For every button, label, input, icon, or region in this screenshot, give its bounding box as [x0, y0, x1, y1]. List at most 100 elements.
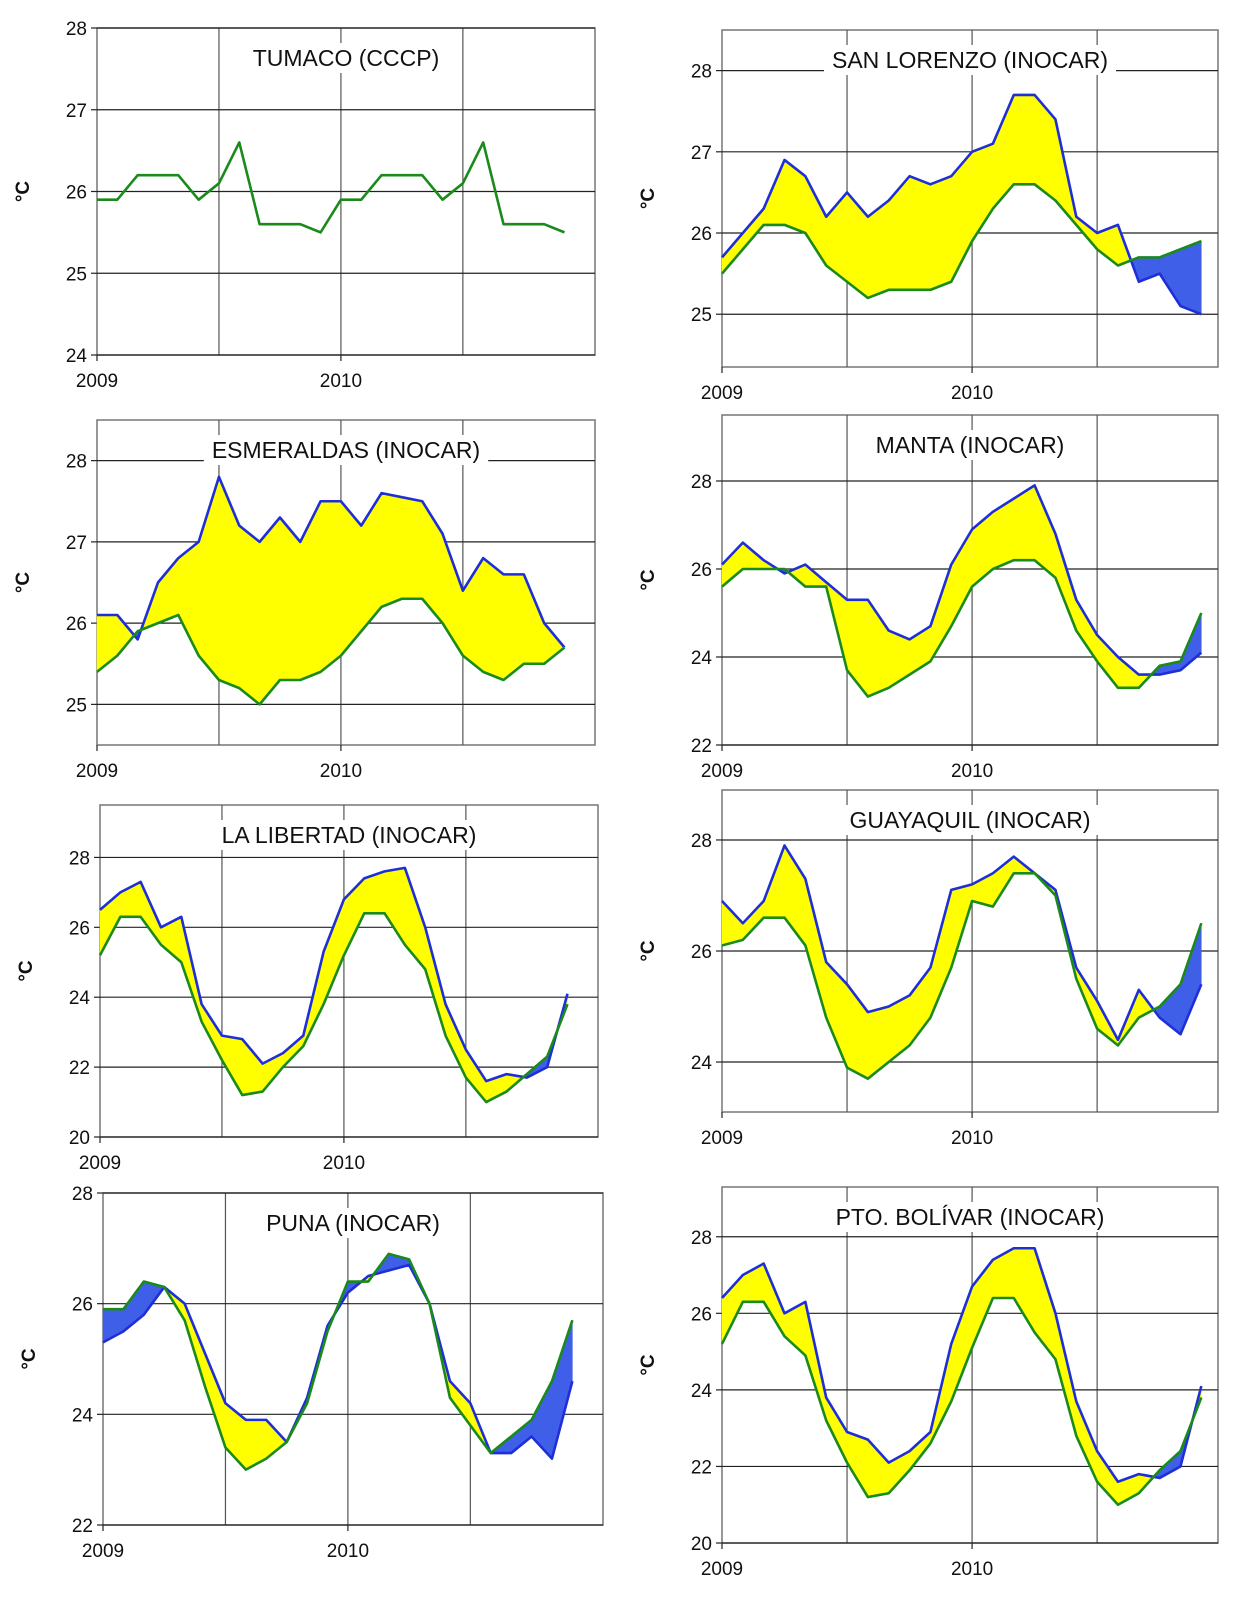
- title-background: [203, 435, 489, 465]
- x-tick-label: 2009: [701, 1128, 743, 1149]
- y-tick-label: 28: [66, 452, 87, 473]
- chart-title: PUNA (INOCAR): [266, 1210, 440, 1236]
- series-line: [99, 866, 569, 1083]
- y-tick-label: 22: [691, 736, 712, 757]
- chart-title: MANTA (INOCAR): [876, 432, 1065, 458]
- y-axis-label: °C: [16, 960, 37, 982]
- y-tick-label: 24: [691, 1053, 713, 1074]
- difference-fill: [279, 516, 301, 681]
- difference-fill: [503, 574, 525, 681]
- panel: 22 24 26 28 °C 2009 2010 MANTA (INOCAR): [638, 414, 1219, 782]
- series-line: [721, 844, 1203, 1042]
- x-tick-label: 2010: [951, 1559, 993, 1580]
- plot-area: [99, 804, 599, 1138]
- chart-title: SAN LORENZO (INOCAR): [832, 47, 1108, 73]
- chart-title: TUMACO (CCCP): [253, 45, 440, 71]
- series-line: [721, 1246, 1203, 1484]
- title-background: [827, 1202, 1113, 1232]
- x-tick-label: 2009: [701, 761, 743, 782]
- difference-fill: [482, 557, 504, 681]
- y-tick-label: 26: [691, 1304, 712, 1325]
- panel: 22 24 26 28 °C 2009 2010 PUNA (INOCAR): [19, 1184, 604, 1562]
- title-background: [823, 45, 1117, 75]
- difference-fill: [239, 525, 260, 705]
- y-tick-label: 28: [691, 62, 712, 83]
- series-line: [721, 484, 1203, 676]
- series-line: [98, 912, 569, 1104]
- y-axis-label: °C: [638, 1354, 659, 1376]
- chart-title: LA LIBERTAD (INOCAR): [222, 822, 477, 848]
- y-tick-label: 27: [691, 143, 712, 164]
- series-line: [96, 597, 566, 706]
- difference-fill: [1013, 94, 1035, 185]
- x-tick-label: 2010: [951, 383, 993, 404]
- y-tick-label: 24: [691, 1381, 713, 1402]
- y-tick-label: 25: [66, 695, 87, 716]
- title-background: [841, 805, 1099, 835]
- series-line: [97, 141, 565, 234]
- y-tick-label: 24: [69, 988, 91, 1009]
- y-tick-label: 24: [691, 648, 713, 669]
- y-tick-label: 24: [72, 1405, 94, 1426]
- x-tick-label: 2010: [327, 1541, 369, 1562]
- y-tick-label: 25: [66, 264, 87, 285]
- x-tick-label: 2009: [76, 761, 118, 782]
- x-tick-label: 2010: [951, 1128, 993, 1149]
- panel: 25 26 27 28 °C 2009 2010 ESMERALDAS (INOCAR): [13, 419, 596, 782]
- x-tick-label: 2009: [79, 1153, 121, 1174]
- x-tick-label: 2010: [320, 761, 362, 782]
- series-line: [721, 182, 1202, 300]
- y-tick-label: 27: [66, 101, 87, 122]
- title-background: [244, 43, 448, 73]
- difference-fill: [381, 492, 403, 608]
- y-tick-label: 20: [691, 1534, 712, 1555]
- x-tick-label: 2010: [323, 1153, 365, 1174]
- y-tick-label: 20: [69, 1128, 90, 1149]
- y-axis-label: °C: [638, 188, 659, 210]
- y-tick-label: 28: [66, 19, 87, 40]
- x-tick-label: 2009: [701, 383, 743, 404]
- y-tick-label: 28: [72, 1184, 93, 1205]
- y-tick-label: 26: [691, 942, 712, 963]
- y-tick-label: 24: [66, 346, 88, 367]
- panel: 20 22 24 26 28 °C 2009 2010 PTO. BOLÍVAR (INOCAR…: [638, 1186, 1219, 1580]
- panel: 25 26 27 28 °C 2009 2010 SAN LORENZO (INOCAR): [638, 29, 1219, 404]
- y-tick-label: 22: [72, 1516, 93, 1537]
- x-tick-label: 2009: [76, 371, 118, 392]
- title-background: [258, 1208, 448, 1238]
- difference-fill: [259, 516, 281, 706]
- panel: 24 25 26 27 28 °C 2009 2010 TUMACO (CCCP): [13, 19, 596, 392]
- y-tick-label: 22: [691, 1457, 712, 1478]
- chart-title: GUAYAQUIL (INOCAR): [849, 807, 1090, 833]
- title-background: [213, 820, 485, 850]
- series-line: [721, 871, 1203, 1080]
- y-tick-label: 22: [69, 1058, 90, 1079]
- x-tick-label: 2009: [701, 1559, 743, 1580]
- series-line: [721, 93, 1202, 316]
- y-tick-label: 28: [691, 1228, 712, 1249]
- series-line: [103, 1252, 574, 1471]
- y-axis-label: °C: [638, 569, 659, 591]
- series-line: [97, 475, 566, 649]
- x-tick-label: 2009: [82, 1541, 124, 1562]
- y-axis-label: °C: [638, 940, 659, 962]
- y-axis-label: °C: [13, 181, 34, 203]
- x-tick-label: 2010: [320, 371, 362, 392]
- y-tick-label: 26: [691, 560, 712, 581]
- y-tick-label: 28: [691, 831, 712, 852]
- difference-fill: [1180, 240, 1202, 315]
- chart-title: ESMERALDAS (INOCAR): [212, 437, 480, 463]
- plot-area: [102, 1192, 604, 1526]
- y-tick-label: 26: [66, 614, 87, 635]
- difference-fill: [401, 496, 423, 599]
- chart-title: PTO. BOLÍVAR (INOCAR): [836, 1204, 1105, 1230]
- y-axis-label: °C: [19, 1348, 40, 1370]
- y-axis-label: °C: [13, 572, 34, 594]
- panel: 24 26 28 °C 2009 2010 GUAYAQUIL (INOCAR): [638, 789, 1219, 1149]
- y-tick-label: 25: [691, 305, 712, 326]
- difference-fill: [320, 501, 342, 673]
- y-tick-label: 26: [69, 918, 90, 939]
- title-background: [867, 430, 1073, 460]
